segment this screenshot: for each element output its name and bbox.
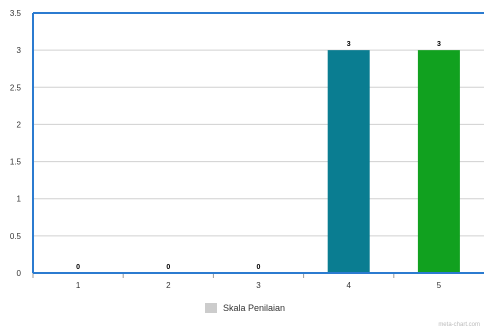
data-label: 0 <box>257 264 261 271</box>
x-tick-label: 3 <box>256 281 261 290</box>
data-label: 3 <box>437 41 441 48</box>
axes <box>32 12 484 274</box>
watermark: meta-chart.com <box>438 322 480 328</box>
y-tick-label: 2 <box>17 120 22 129</box>
bars <box>327 50 460 274</box>
data-labels: 0 0 0 3 3 <box>76 41 441 271</box>
x-tick-label: 1 <box>76 281 81 290</box>
y-tick-label: 1 <box>17 195 22 204</box>
bar <box>417 50 460 274</box>
y-axis-ticks: 0 0.5 1 1.5 2 2.5 3 3.5 <box>10 9 22 278</box>
y-tick-label: 3 <box>17 46 22 55</box>
x-tick-label: 2 <box>166 281 171 290</box>
y-tick-label: 0.5 <box>10 232 22 241</box>
y-tick-label: 2.5 <box>10 83 22 92</box>
x-axis-ticks: 1 2 3 4 5 <box>32 273 442 290</box>
bar <box>327 50 370 274</box>
legend[interactable]: Skala Penilaian <box>205 303 285 313</box>
data-label: 3 <box>347 41 351 48</box>
y-tick-label: 1.5 <box>10 158 22 167</box>
y-tick-label: 3.5 <box>10 9 22 18</box>
gridlines <box>33 12 484 237</box>
y-tick-label: 0 <box>17 269 22 278</box>
legend-label: Skala Penilaian <box>223 303 286 313</box>
data-label: 0 <box>166 264 170 271</box>
data-label: 0 <box>76 264 80 271</box>
legend-swatch <box>205 303 217 313</box>
x-tick-label: 4 <box>346 281 351 290</box>
x-tick-label: 5 <box>437 281 442 290</box>
